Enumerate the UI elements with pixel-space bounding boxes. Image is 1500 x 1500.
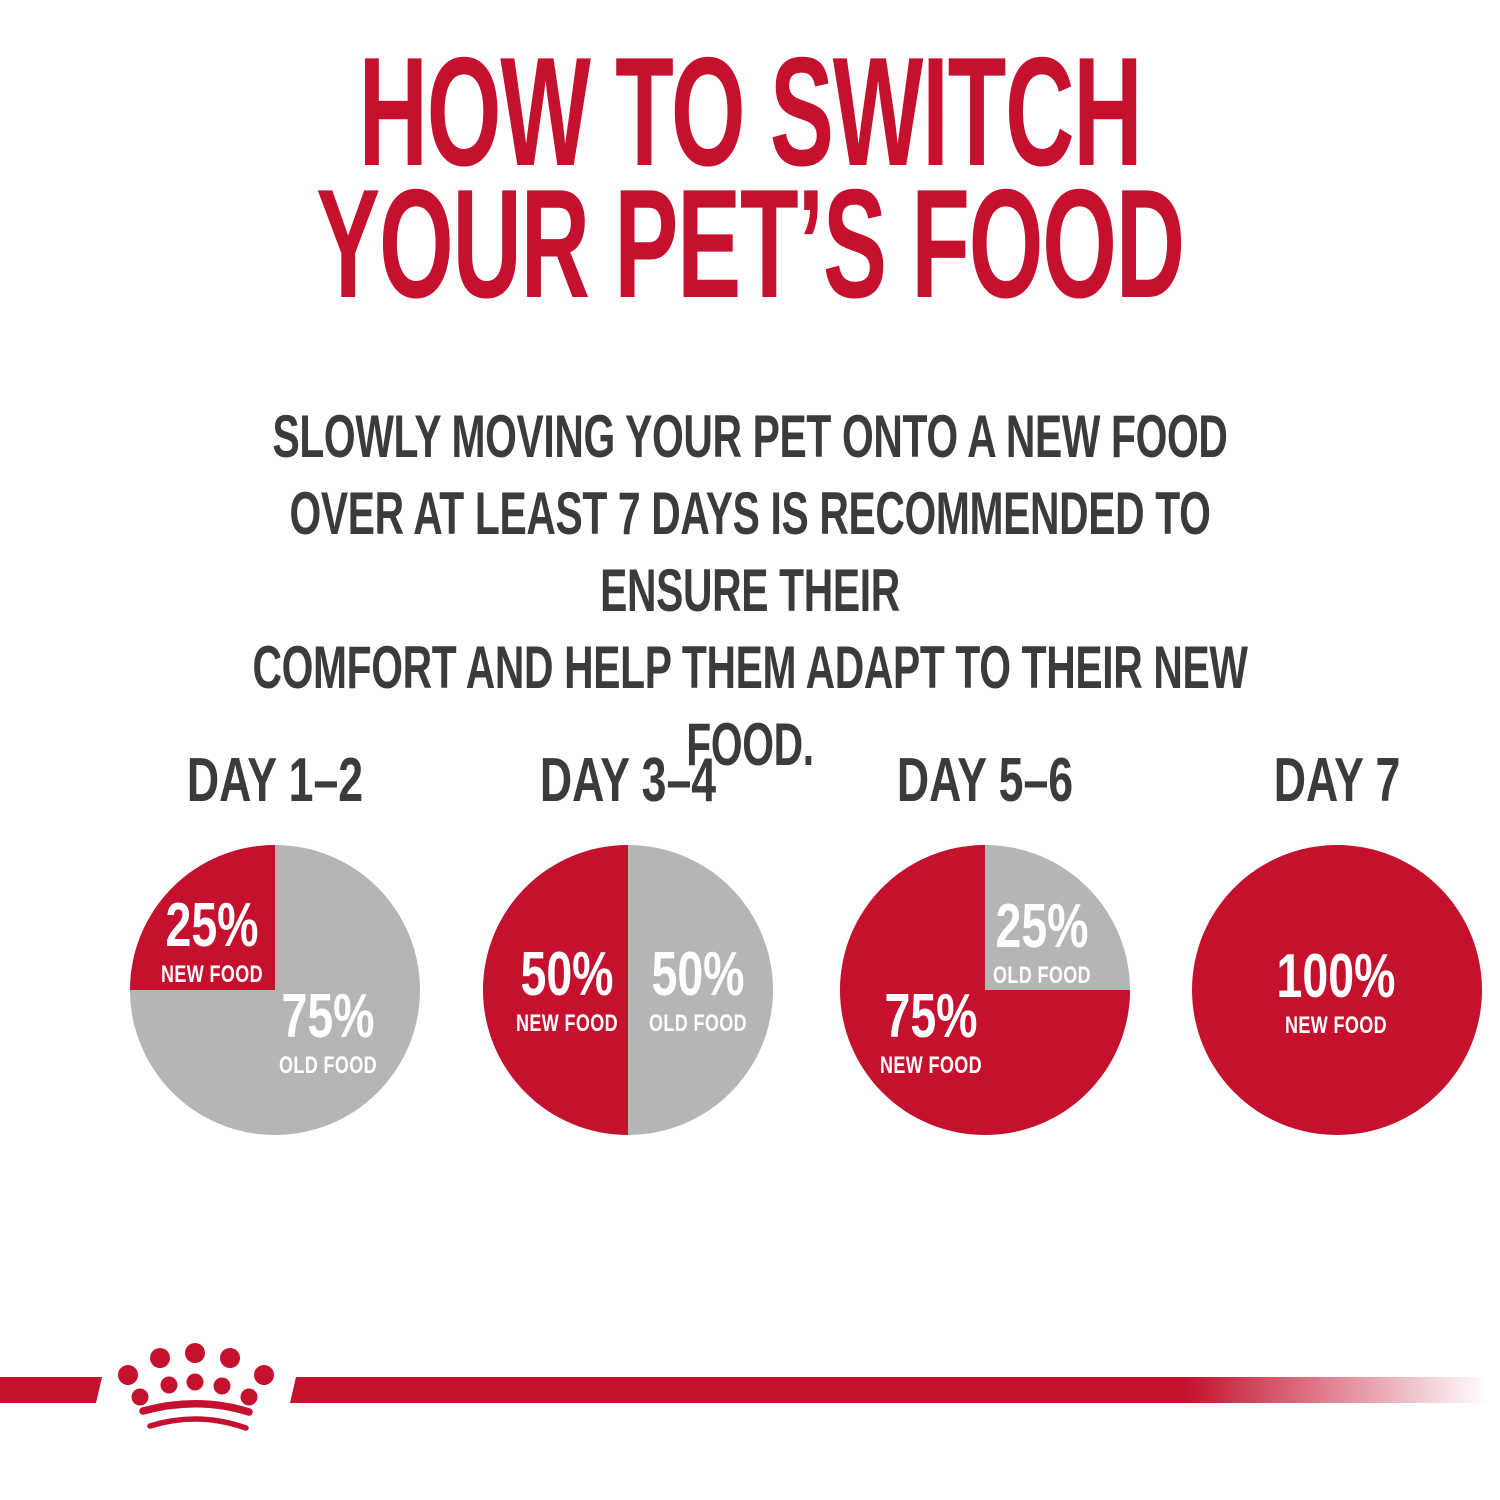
slice-label-old-food: 25% OLD FOOD xyxy=(993,896,1091,988)
slice-label-new-food: 100% NEW FOOD xyxy=(1277,946,1396,1038)
footer-bar-right xyxy=(290,1377,1500,1403)
page-title-line-2: YOUR PET’S FOOD xyxy=(316,157,1185,330)
pie-svg-day-7 xyxy=(1192,845,1482,1135)
slice-caption: NEW FOOD xyxy=(161,961,263,988)
slice-caption: NEW FOOD xyxy=(1284,1012,1387,1039)
slice-value: 25% xyxy=(165,891,259,960)
footer-bar-left xyxy=(0,1377,102,1403)
slice-label-new-food: 25% NEW FOOD xyxy=(161,895,263,987)
slice-value: 25% xyxy=(995,892,1089,961)
slice-caption: NEW FOOD xyxy=(516,1010,618,1037)
slice-new-food xyxy=(840,845,1130,1135)
page-title: HOW TO SWITCH YOUR PET’S FOOD xyxy=(0,25,1500,330)
day-label-day-3-4: DAY 3–4 xyxy=(539,746,717,815)
pie-svg-day-3-4 xyxy=(483,845,773,1135)
subtitle: SLOWLY MOVING YOUR PET ONTO A NEW FOOD O… xyxy=(0,398,1500,783)
pie-svg-day-1-2 xyxy=(130,845,420,1135)
slice-new-food xyxy=(1192,845,1482,1135)
slice-value: 100% xyxy=(1276,942,1396,1011)
pie-chart-day-1-2: 25% NEW FOOD 75% OLD FOOD xyxy=(130,845,420,1135)
slice-value: 50% xyxy=(651,940,745,1009)
slice-caption: NEW FOOD xyxy=(880,1052,982,1079)
slice-label-new-food: 75% NEW FOOD xyxy=(880,986,982,1078)
subtitle-line-3: COMFORT AND HELP THEM ADAPT TO THEIR NEW… xyxy=(252,634,1248,778)
slice-value: 50% xyxy=(520,940,614,1009)
slice-label-new-food: 50% NEW FOOD xyxy=(516,944,618,1036)
pie-chart-day-3-4: 50% NEW FOOD 50% OLD FOOD xyxy=(483,845,773,1135)
day-label-day-7: DAY 7 xyxy=(1273,746,1401,815)
day-label-day-1-2: DAY 1–2 xyxy=(186,746,364,815)
slice-new-food xyxy=(130,845,275,990)
slice-value: 75% xyxy=(281,982,375,1051)
subtitle-line-2: OVER AT LEAST 7 DAYS IS RECOMMENDED TO E… xyxy=(289,480,1211,624)
day-label-day-5-6: DAY 5–6 xyxy=(896,746,1074,815)
slice-label-old-food: 75% OLD FOOD xyxy=(279,986,377,1078)
subtitle-line-1: SLOWLY MOVING YOUR PET ONTO A NEW FOOD xyxy=(272,403,1228,470)
slice-value: 75% xyxy=(884,982,978,1051)
slice-label-old-food: 50% OLD FOOD xyxy=(649,944,747,1036)
slice-caption: OLD FOOD xyxy=(993,962,1091,989)
pie-chart-day-7: 100% NEW FOOD xyxy=(1192,845,1482,1135)
pie-svg-day-5-6 xyxy=(840,845,1130,1135)
slice-caption: OLD FOOD xyxy=(649,1010,747,1037)
page-title-line-1: HOW TO SWITCH xyxy=(358,25,1143,198)
slice-caption: OLD FOOD xyxy=(279,1052,377,1079)
slice-new-food xyxy=(483,845,628,1135)
royal-canin-crown-icon xyxy=(118,1343,274,1431)
pie-chart-day-5-6: 75% NEW FOOD 25% OLD FOOD xyxy=(840,845,1130,1135)
